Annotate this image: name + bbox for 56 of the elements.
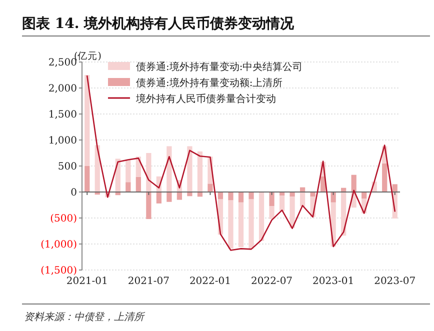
bar <box>248 192 254 200</box>
x-tick-label: 2021-01 <box>66 276 108 287</box>
x-tick-label: 2023-07 <box>374 276 416 287</box>
x-tick-label: 2022-07 <box>250 276 293 287</box>
x-tick-label: 2022-01 <box>189 276 232 287</box>
bar <box>269 192 274 206</box>
bar <box>136 176 141 192</box>
y-tick-label: (1,000) <box>40 240 78 250</box>
bar <box>248 199 254 249</box>
bar <box>290 196 295 228</box>
y-tick-label: (500) <box>50 214 78 224</box>
bar <box>176 192 182 200</box>
bar <box>166 192 172 202</box>
bar <box>258 192 264 241</box>
chart-title: 图表 14. 境外机构持有人民币债券变动情况 <box>22 15 296 32</box>
bar <box>279 196 285 212</box>
bar <box>351 174 356 192</box>
bar <box>197 151 203 192</box>
y-tick-label: 500 <box>58 162 77 172</box>
line-series <box>86 75 396 251</box>
bar <box>84 75 90 166</box>
bar <box>238 202 244 248</box>
bar <box>126 182 131 192</box>
bar <box>146 153 152 192</box>
bar <box>218 192 224 200</box>
bar <box>156 192 162 204</box>
legend-label: 债券通:境外持有量变动额:上清所 <box>136 77 283 89</box>
bar <box>269 206 274 220</box>
y-tick-label: 0 <box>70 188 77 198</box>
bar <box>392 184 398 192</box>
y-tick-label: (1,500) <box>40 266 78 276</box>
legend-label: 债券通:境外持有量变动:中央结算公司 <box>136 61 303 73</box>
bar <box>228 200 234 249</box>
bar <box>187 192 192 196</box>
bar <box>187 146 192 192</box>
legend-label: 境外持有人民币债券量合计变动 <box>135 93 276 105</box>
bar <box>166 146 172 192</box>
bar <box>362 192 367 199</box>
bar <box>84 166 90 192</box>
bar <box>208 184 213 192</box>
x-tick-label: 2021-07 <box>128 276 170 287</box>
bar <box>146 192 152 220</box>
bar <box>382 163 388 192</box>
y-axis-title: (亿元) <box>74 51 102 62</box>
x-tick-label: 2023-01 <box>312 276 354 287</box>
text: 资料来源：中债登，上清所 <box>24 311 146 323</box>
y-tick-label: 1,500 <box>48 110 77 120</box>
bar <box>300 192 306 207</box>
y-tick-label: 1,000 <box>48 136 77 146</box>
bar <box>290 192 295 197</box>
bar <box>310 192 316 197</box>
y-tick-label: 2,000 <box>48 84 77 94</box>
y-tick-label: 2,500 <box>48 58 77 68</box>
bar <box>126 160 131 182</box>
bar <box>238 192 244 202</box>
bar <box>228 192 234 200</box>
